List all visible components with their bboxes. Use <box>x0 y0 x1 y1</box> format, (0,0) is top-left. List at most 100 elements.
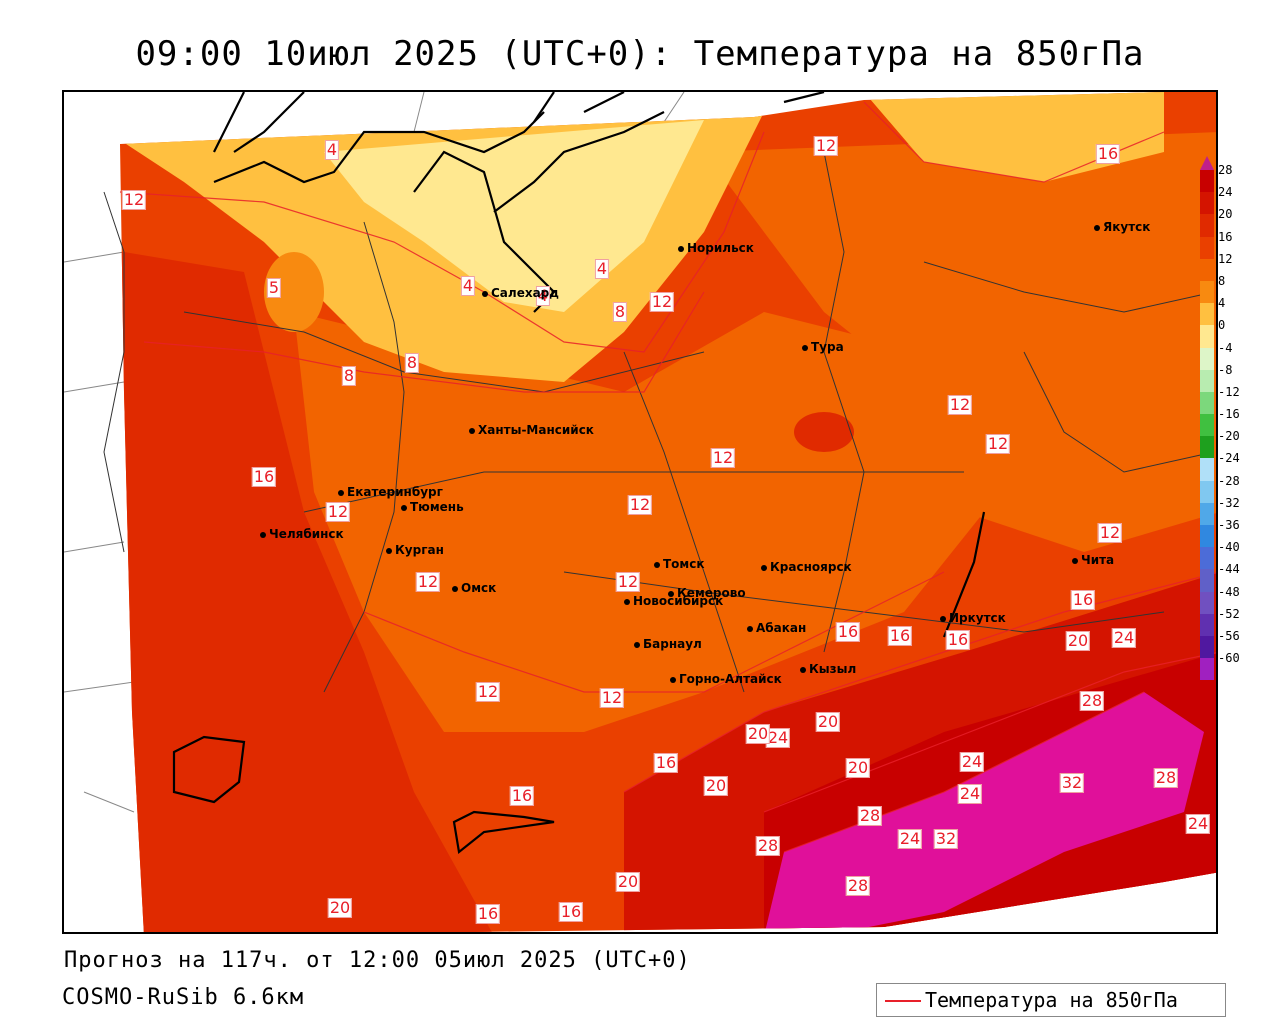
city-marker: Курган <box>386 543 444 557</box>
colorbar-row: -8 <box>1198 363 1248 392</box>
isotherm-label: 24 <box>897 829 923 849</box>
colorbar-swatch <box>1200 170 1214 193</box>
colorbar-label: -4 <box>1218 340 1233 355</box>
colorbar-label: 24 <box>1218 185 1233 200</box>
isotherm-label: 12 <box>1097 523 1123 543</box>
map-title: 09:00 10июл 2025 (UTC+0): Температура на… <box>135 34 1145 74</box>
colorbar-swatch <box>1200 280 1214 304</box>
colorbar-label: 16 <box>1218 229 1233 244</box>
colorbar-label: -20 <box>1218 429 1240 444</box>
city-dot-icon <box>469 427 475 434</box>
colorbar-swatch <box>1200 613 1214 636</box>
isotherm-label: 16 <box>251 467 277 487</box>
colorbar-label: -8 <box>1218 362 1233 377</box>
colorbar-row: -20 <box>1198 429 1248 459</box>
city-dot-icon <box>401 504 407 511</box>
city-label: Новосибирск <box>633 594 724 608</box>
colorbar-row: -24 <box>1198 451 1248 481</box>
isotherm-label: 4 <box>324 140 340 160</box>
colorbar-label: -48 <box>1218 584 1240 599</box>
city-label: Чита <box>1081 553 1115 567</box>
city-label: Кемерово <box>677 586 746 600</box>
city-dot-icon <box>668 590 674 597</box>
coastlines <box>172 92 986 855</box>
city-dot-icon <box>761 564 767 571</box>
colorbar-label: -12 <box>1218 384 1240 399</box>
isotherm-label: 12 <box>985 434 1011 454</box>
city-label: Тура <box>811 340 844 354</box>
city-marker: Кызыл <box>800 662 856 676</box>
isotherm-label: 20 <box>1065 631 1091 651</box>
city-label: Курган <box>395 543 444 557</box>
colorbar-label: -52 <box>1218 606 1240 621</box>
isotherm-label: 16 <box>1095 144 1121 164</box>
city-label: Горно-Алтайск <box>679 672 782 686</box>
colorbar-swatch <box>1200 436 1214 459</box>
isotherm-label: 24 <box>957 784 983 804</box>
colorbar-swatch <box>1200 569 1214 592</box>
city-marker: Норильск <box>678 241 754 255</box>
colorbar-swatch <box>1200 391 1214 415</box>
isotherms <box>119 101 1216 853</box>
colorbar-swatch <box>1200 236 1214 259</box>
colorbar-label: -24 <box>1218 451 1240 466</box>
colorbar-swatch <box>1200 480 1214 503</box>
model-name: COSMO-RuSib 6.6км <box>62 985 305 1010</box>
isotherm-label: 28 <box>755 836 781 856</box>
colorbar-label: 8 <box>1218 273 1226 288</box>
city-marker: Чита <box>1072 553 1114 567</box>
isotherm-label: 16 <box>558 902 584 922</box>
isotherm-label: 32 <box>1059 773 1085 793</box>
city-dot-icon <box>1094 224 1100 231</box>
colorbar-swatch <box>1200 369 1214 392</box>
colorbar-swatch <box>1200 525 1214 548</box>
city-dot-icon <box>670 676 676 683</box>
colorbar-swatch <box>1200 547 1214 570</box>
city-label: Ханты-Мансийск <box>478 423 594 437</box>
isotherm-label: 12 <box>121 190 147 210</box>
isotherm-label: 28 <box>845 876 871 896</box>
city-label: Абакан <box>756 621 807 635</box>
isotherm-label: 12 <box>813 136 839 156</box>
colorbar-label: -56 <box>1218 628 1240 643</box>
colorbar-swatch <box>1200 303 1214 326</box>
isotherm-label: 5 <box>266 278 282 298</box>
isotherm-label: 24 <box>959 752 985 772</box>
isotherm-label: 20 <box>815 712 841 732</box>
isotherm-label: 4 <box>535 286 551 306</box>
colorbar-row: -48 <box>1198 585 1248 614</box>
isotherm-label: 12 <box>599 688 625 708</box>
isotherm-label: 16 <box>653 753 679 773</box>
city-dot-icon <box>452 585 458 592</box>
city-dot-icon <box>800 666 806 673</box>
isotherm-label: 8 <box>612 302 628 322</box>
colorbar-row: 8 <box>1198 274 1248 304</box>
isotherm-label: 16 <box>509 786 535 806</box>
isotherm-label: 24 <box>1111 628 1137 648</box>
colorbar-row: -56 <box>1198 629 1248 659</box>
city-marker: Кемерово <box>668 586 746 600</box>
colorbar-swatch <box>1200 458 1214 481</box>
colorbar-row: 24 <box>1198 185 1248 215</box>
city-dot-icon <box>678 245 684 252</box>
colorbar-swatch <box>1200 414 1214 437</box>
isotherm-label: 28 <box>857 806 883 826</box>
colorbar-row: -4 <box>1198 341 1248 370</box>
colorbar-row: -40 <box>1198 540 1248 570</box>
colorbar-row: -44 <box>1198 562 1248 592</box>
city-label: Екатеринбург <box>347 485 443 499</box>
isotherm-label: 16 <box>945 630 971 650</box>
forecast-info: Прогноз на 117ч. от 12:00 05июл 2025 (UT… <box>64 948 691 973</box>
admin-borders <box>103 151 1215 693</box>
city-marker: Новосибирск <box>624 594 723 608</box>
colorbar-label: -44 <box>1218 562 1240 577</box>
colorbar-label: -60 <box>1218 651 1240 666</box>
isotherm-label: 12 <box>627 495 653 515</box>
isotherm-label: 12 <box>710 448 736 468</box>
colorbar-row: 16 <box>1198 230 1248 259</box>
city-marker: Горно-Алтайск <box>670 672 782 686</box>
legend-line-label: Температура на 850гПа <box>925 988 1178 1012</box>
colorbar-label: -32 <box>1218 495 1240 510</box>
isotherm-label: 16 <box>1070 590 1096 610</box>
city-dot-icon <box>260 531 266 538</box>
